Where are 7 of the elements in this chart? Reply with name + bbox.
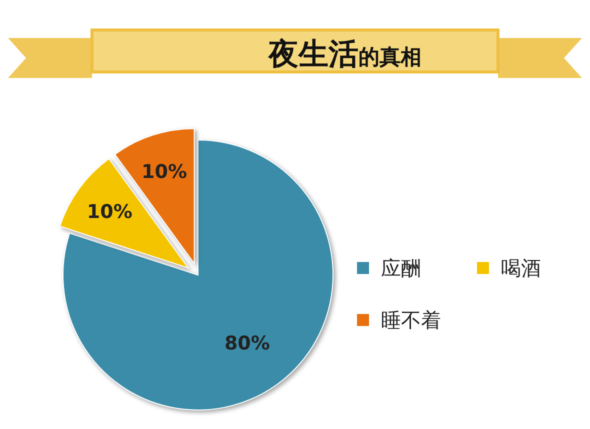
chart-title: 夜生活的真相 — [268, 37, 422, 72]
legend-label: 睡不着 — [381, 308, 441, 332]
data-label: 80% — [224, 332, 270, 355]
legend-label: 应酬 — [381, 256, 421, 280]
data-label: 10% — [142, 161, 187, 184]
legend-label: 喝酒 — [501, 256, 541, 280]
data-label: 10% — [86, 200, 132, 223]
